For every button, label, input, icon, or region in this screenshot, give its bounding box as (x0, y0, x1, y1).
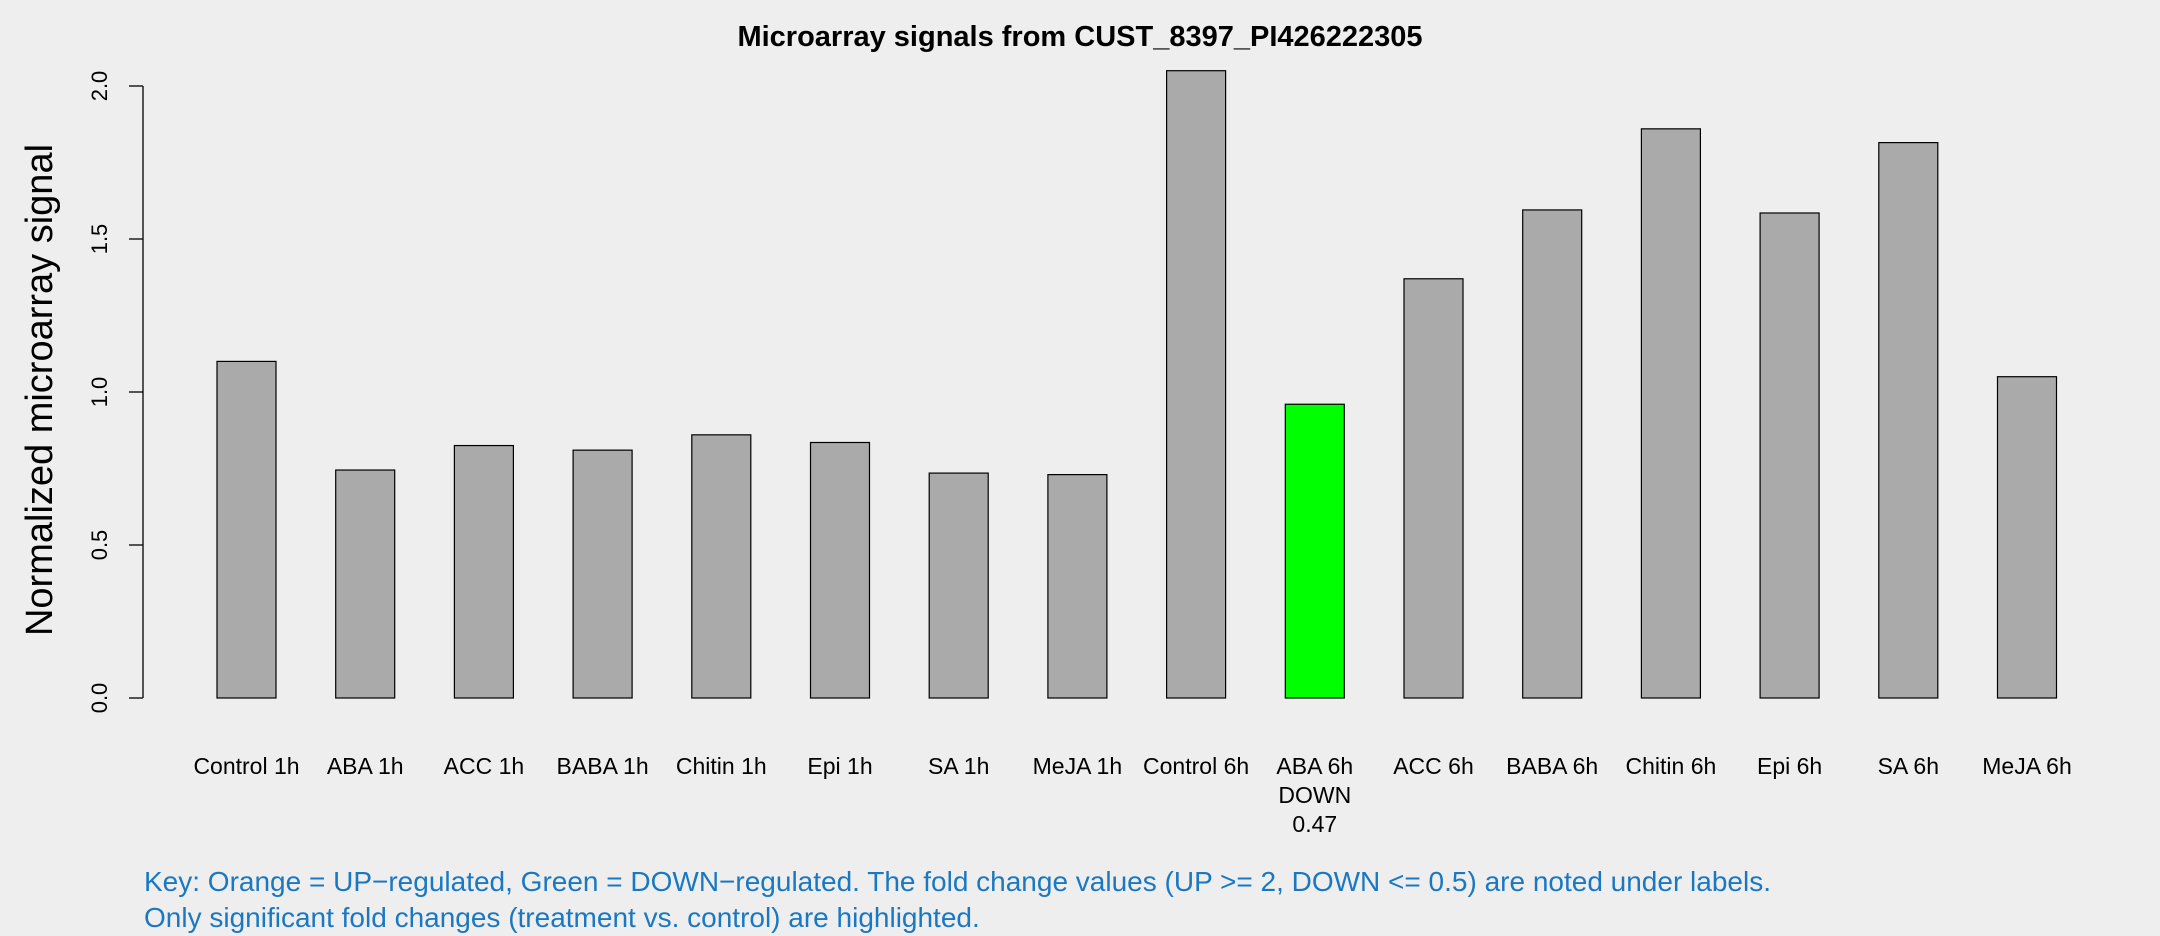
bar-control-1h (216, 360, 277, 699)
x-category-label: Epi 6h (1757, 753, 1822, 779)
y-axis-label: Normalized microarray signal (19, 144, 61, 636)
bars-group (216, 70, 2058, 699)
bar-chitin-1h (691, 434, 752, 699)
x-category-label: ABA 6h (1276, 753, 1353, 779)
bar-sa-6h (1878, 142, 1939, 699)
y-axis: 0.0 0.5 1.0 1.5 2.0 (87, 71, 144, 714)
fold-change-annotation: 0.47 (1292, 811, 1337, 837)
bar-sa-1h (928, 472, 989, 699)
bar-baba-1h (572, 449, 633, 699)
category-labels: Control 1h ABA 1h ACC 1h BABA 1h Chitin 1h Ep… (193, 753, 2071, 837)
chart-title: Microarray signals from CUST_8397_PI4262… (737, 21, 1422, 53)
x-category-label: SA 1h (928, 753, 989, 779)
bar-meja-6h (1996, 376, 2058, 699)
y-tick-label: 0.0 (87, 683, 112, 714)
bar-acc-6h (1403, 278, 1464, 699)
y-tick-label: 1.5 (87, 224, 112, 255)
bar-chitin-6h (1640, 128, 1702, 699)
x-category-label: MeJA 6h (1982, 753, 2072, 779)
bar-acc-1h (453, 444, 514, 699)
x-category-label: Epi 1h (807, 753, 872, 779)
bar-meja-1h (1047, 474, 1108, 699)
x-category-label: ACC 6h (1393, 753, 1474, 779)
x-category-label: BABA 6h (1506, 753, 1598, 779)
x-category-label: Chitin 6h (1626, 753, 1717, 779)
regulation-annotation: DOWN (1278, 782, 1351, 808)
bar-aba-1h (335, 469, 396, 699)
x-category-label: BABA 1h (557, 753, 649, 779)
bar-aba-6h (1284, 403, 1345, 699)
bar-epi-6h (1759, 212, 1820, 699)
x-category-label: ABA 1h (327, 753, 404, 779)
bar-baba-6h (1522, 209, 1583, 699)
y-tick-label: 0.5 (87, 530, 112, 561)
x-category-label: Control 6h (1143, 753, 1249, 779)
key-line-1: Key: Orange = UP−regulated, Green = DOWN… (144, 866, 1771, 897)
y-tick-label: 2.0 (87, 71, 112, 102)
bar-control-6h (1165, 70, 1227, 699)
bar-epi-1h (809, 441, 871, 699)
y-tick-label: 1.0 (87, 377, 112, 408)
x-category-label: ACC 1h (444, 753, 525, 779)
x-category-label: Control 1h (193, 753, 299, 779)
key-line-2: Only significant fold changes (treatment… (144, 902, 980, 933)
x-category-label: Chitin 1h (676, 753, 767, 779)
x-category-label: SA 6h (1878, 753, 1939, 779)
x-category-label: MeJA 1h (1033, 753, 1123, 779)
